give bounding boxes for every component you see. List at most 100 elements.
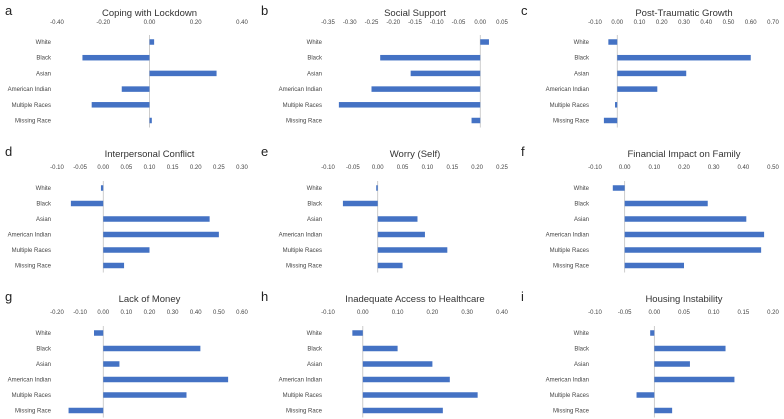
x-tick-label: 0.20	[190, 165, 202, 171]
panel-letter: b	[261, 3, 268, 18]
category-label: Missing Race	[553, 119, 590, 125]
category-label: Multiple Races	[12, 248, 51, 254]
x-tick-label: 0.00	[611, 20, 623, 26]
category-label: White	[574, 331, 590, 337]
panel-g: g Lack of Money -0.20 -0.10 0.00 0.10 0.20 0.30…	[5, 289, 248, 418]
x-tick-label: 0.25	[496, 165, 508, 171]
bar-multiple-races	[636, 392, 655, 398]
bar-american-indian	[121, 86, 150, 92]
x-tick-label: 0.20	[656, 20, 668, 26]
category-label: Missing Race	[15, 409, 52, 415]
bar-multiple-races	[103, 247, 150, 253]
panel-letter: e	[261, 144, 268, 159]
x-tick-label: -0.05	[452, 20, 466, 26]
x-tick-label: 0.10	[392, 310, 404, 316]
category-label: White	[36, 40, 52, 46]
x-tick-label: 0.10	[121, 310, 133, 316]
panel-a: a Coping with Lockdown -0.40 -0.20 0.00 0.20 0…	[5, 3, 248, 128]
bar-american-indian	[362, 376, 450, 383]
bar-missing-race	[149, 117, 152, 124]
x-tick-label: 0.00	[648, 310, 660, 316]
bar-black	[624, 200, 708, 207]
category-label: Asian	[574, 362, 589, 368]
x-tick-label: -0.05	[73, 165, 87, 171]
category-label: Asian	[36, 362, 51, 368]
x-tick-label: -0.10	[588, 165, 602, 171]
panel-letter: a	[5, 3, 13, 18]
bar-black	[82, 54, 150, 61]
x-tick-label: -0.10	[50, 165, 64, 171]
category-label: Black	[574, 347, 590, 353]
x-tick-label: -0.10	[321, 310, 335, 316]
bar-white	[650, 330, 655, 336]
x-tick-label: 0.10	[708, 310, 720, 316]
x-tick-label: 0.15	[167, 165, 179, 171]
x-tick-label: -0.10	[321, 165, 335, 171]
x-tick-label: 0.20	[767, 310, 779, 316]
bar-asian	[149, 70, 217, 77]
category-label: White	[574, 40, 590, 46]
x-tick-label: -0.10	[588, 20, 602, 26]
panel-letter: i	[521, 289, 524, 304]
bar-white	[352, 330, 363, 336]
x-tick-label: -0.20	[96, 20, 110, 26]
x-tick-label: 0.30	[708, 165, 720, 171]
category-label: Black	[36, 347, 52, 353]
category-label: Missing Race	[15, 264, 52, 270]
x-tick-label: 0.50	[723, 20, 735, 26]
x-tick-label: 0.40	[236, 20, 248, 26]
category-label: Multiple Races	[283, 248, 322, 254]
category-label: Asian	[307, 362, 322, 368]
x-tick-label: 0.50	[213, 310, 225, 316]
x-tick-label: 0.40	[700, 20, 712, 26]
x-tick-label: -0.30	[343, 20, 357, 26]
category-label: American Indian	[546, 233, 589, 239]
category-label: Black	[307, 202, 323, 208]
x-tick-label: -0.10	[430, 20, 444, 26]
category-label: Missing Race	[553, 409, 590, 415]
x-tick-label: 0.20	[427, 310, 439, 316]
chart-title: Worry (Self)	[390, 149, 441, 160]
bar-asian	[624, 216, 747, 222]
bar-missing-race	[603, 117, 618, 124]
x-tick-label: 0.05	[496, 20, 508, 26]
bar-black	[617, 54, 751, 61]
bar-american-indian	[624, 231, 765, 238]
panel-letter: f	[521, 144, 525, 159]
x-tick-label: 0.00	[619, 165, 631, 171]
panel-letter: d	[5, 144, 12, 159]
category-label: Multiple Races	[550, 393, 589, 399]
category-label: Multiple Races	[12, 393, 51, 399]
x-tick-label: 0.00	[97, 310, 109, 316]
category-label: Missing Race	[286, 264, 323, 270]
x-tick-label: 0.30	[678, 20, 690, 26]
x-tick-label: 0.30	[167, 310, 179, 316]
x-tick-label: -0.35	[321, 20, 335, 26]
bar-american-indian	[103, 376, 229, 383]
chart-title: Post-Traumatic Growth	[635, 8, 732, 19]
bar-asian	[377, 216, 418, 222]
bar-multiple-races	[103, 392, 187, 398]
x-tick-label: -0.20	[50, 310, 64, 316]
category-label: Black	[36, 202, 52, 208]
x-tick-label: 0.60	[236, 310, 248, 316]
x-tick-label: 0.60	[745, 20, 757, 26]
x-tick-label: 0.05	[121, 165, 133, 171]
bar-missing-race	[377, 262, 403, 269]
x-tick-label: -0.25	[365, 20, 379, 26]
bar-white	[376, 185, 378, 191]
x-tick-label: 0.00	[372, 165, 384, 171]
bar-white	[480, 39, 489, 45]
bar-multiple-races	[377, 247, 448, 253]
x-tick-label: 0.40	[190, 310, 202, 316]
x-tick-label: 0.30	[236, 165, 248, 171]
panel-letter: h	[261, 289, 268, 304]
x-tick-label: 0.20	[678, 165, 690, 171]
bar-black	[362, 345, 398, 352]
x-tick-label: -0.40	[50, 20, 64, 26]
bar-american-indian	[617, 86, 658, 92]
x-tick-label: 0.20	[144, 310, 156, 316]
category-label: Multiple Races	[283, 103, 322, 109]
chart-title: Interpersonal Conflict	[105, 149, 195, 160]
bar-white	[608, 39, 618, 45]
